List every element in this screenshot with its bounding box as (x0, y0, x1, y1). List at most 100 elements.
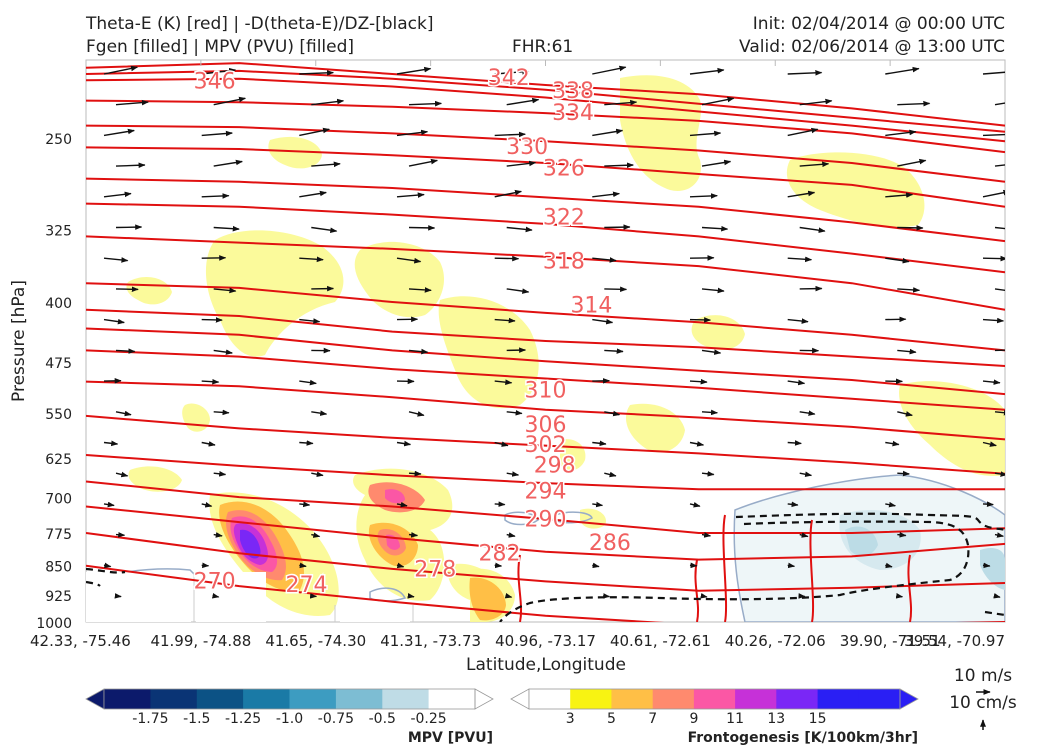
wind-vector (689, 378, 708, 385)
wind-vector (604, 286, 628, 293)
fgen-colorbar-swatch (570, 689, 612, 709)
wind-vector (700, 593, 708, 599)
wind-vector (701, 471, 715, 477)
contour-label-322: 322 (543, 205, 585, 230)
wind-key-w-label: 10 cm/s (949, 693, 1017, 713)
mpv-colorbar-swatch (150, 689, 198, 709)
fgen-colorbar-tick-label: 7 (648, 711, 657, 727)
wind-vector (506, 97, 540, 106)
contour-label-342: 342 (488, 66, 530, 91)
y-tick-label: 850 (45, 559, 72, 575)
contour-label-310: 310 (525, 379, 567, 404)
wind-vector (201, 67, 237, 75)
fgen-colorbar-tick-label: 15 (809, 711, 827, 727)
fgen-colorbar-swatch (858, 689, 901, 709)
wind-vector (604, 224, 631, 230)
thetae-surface-segment (722, 514, 728, 622)
wind-vector (993, 593, 1001, 599)
wind-vector (689, 67, 725, 75)
wind-vector (311, 226, 338, 233)
wind-vector (994, 164, 1005, 167)
fgen-colorbar-label: Frontogenesis [K/100km/3hr] (688, 730, 918, 746)
wind-vector (504, 592, 513, 599)
thetae-contour-338 (86, 77, 1005, 143)
title-line-2: Fgen [filled] | MPV (PVU) [filled] (86, 37, 355, 57)
thetae-contour-318 (86, 202, 1005, 274)
thetae-contour-282 (86, 480, 1005, 534)
thetae-contour-326 (86, 146, 1005, 208)
wind-vector (787, 256, 813, 263)
y-tick-label: 550 (45, 407, 72, 423)
wind-vector (897, 225, 924, 231)
wind-vector (213, 159, 243, 167)
wind-vector (213, 471, 227, 477)
wind-vector (592, 65, 627, 75)
y-tick-label: 775 (45, 527, 72, 543)
wind-vector (982, 501, 994, 507)
wind-vector (494, 69, 530, 75)
fgen-colorbar-tick-label: 13 (767, 711, 785, 727)
wind-vector (787, 440, 802, 446)
wind-vector (201, 193, 230, 199)
wind-vector (299, 379, 317, 386)
wind-vector (885, 562, 893, 569)
wind-vector (201, 562, 210, 569)
wind-vector (115, 471, 129, 478)
thetae-surface-segment (809, 519, 815, 622)
wind-vector (701, 225, 729, 232)
mpv-colorbar-swatch (428, 689, 476, 709)
wind-vector (604, 531, 614, 538)
wind-vector (494, 562, 503, 569)
wind-vector (701, 96, 735, 106)
wind-vector (494, 317, 516, 324)
contour-label-278: 278 (414, 558, 456, 583)
fgen-colorbar-swatch (693, 689, 736, 709)
wind-vector (701, 349, 722, 355)
mpv-colorbar-tick-label: -1.75 (132, 711, 168, 727)
wind-vector (494, 255, 520, 262)
mpv-colorbar-tick-label: -1.5 (183, 711, 210, 727)
fgen-colorbar-swatch (817, 689, 860, 709)
fgen-colorbar-swatch (776, 689, 818, 709)
wind-key: 10 m/s 10 cm/s (949, 666, 1017, 730)
valid-time: Valid: 02/06/2014 @ 13:00 UTC (739, 37, 1005, 57)
wind-vector (604, 99, 638, 106)
wind-vector (103, 440, 119, 447)
wind-vector (311, 532, 321, 538)
x-tick-label: 40.96, -73.17 (495, 632, 596, 650)
wind-vector (201, 317, 223, 323)
contour-label-338: 338 (552, 79, 594, 104)
contour-label-306: 306 (525, 413, 567, 438)
wind-vector (787, 127, 819, 137)
mpv-colorbar-swatch (196, 689, 244, 709)
wind-vector (115, 286, 139, 293)
wind-vector (994, 409, 1005, 416)
wind-vector (689, 317, 712, 323)
wind-vector (604, 348, 624, 354)
wind-vector (592, 440, 607, 447)
x-tick-label: 39.54, -70.97 (904, 632, 1005, 650)
wind-vector (103, 191, 132, 198)
wind-vector (115, 162, 146, 169)
wind-vector (103, 318, 125, 325)
contour-label-298: 298 (534, 454, 576, 479)
wind-vector (885, 66, 920, 75)
contour-label-294: 294 (525, 479, 567, 504)
contour-label-270: 270 (194, 570, 236, 595)
wind-vector (494, 441, 509, 447)
thetae-surface-segment (907, 554, 913, 622)
y-tick-label: 475 (45, 356, 72, 372)
wind-vector (701, 287, 725, 294)
fgen-fill-strong (219, 482, 506, 621)
wind-vector (396, 562, 405, 569)
thetae-contour-322 (86, 177, 1005, 243)
thetae-contour-290 (86, 414, 1005, 475)
y-tick-label: 1000 (36, 616, 72, 632)
wind-vector (689, 562, 698, 569)
wind-vector (592, 257, 617, 263)
wind-vector (408, 158, 438, 167)
wind-vector (592, 191, 620, 198)
wind-vector (408, 348, 429, 355)
wind-vector (299, 127, 330, 137)
thetae-contours (86, 62, 1005, 622)
